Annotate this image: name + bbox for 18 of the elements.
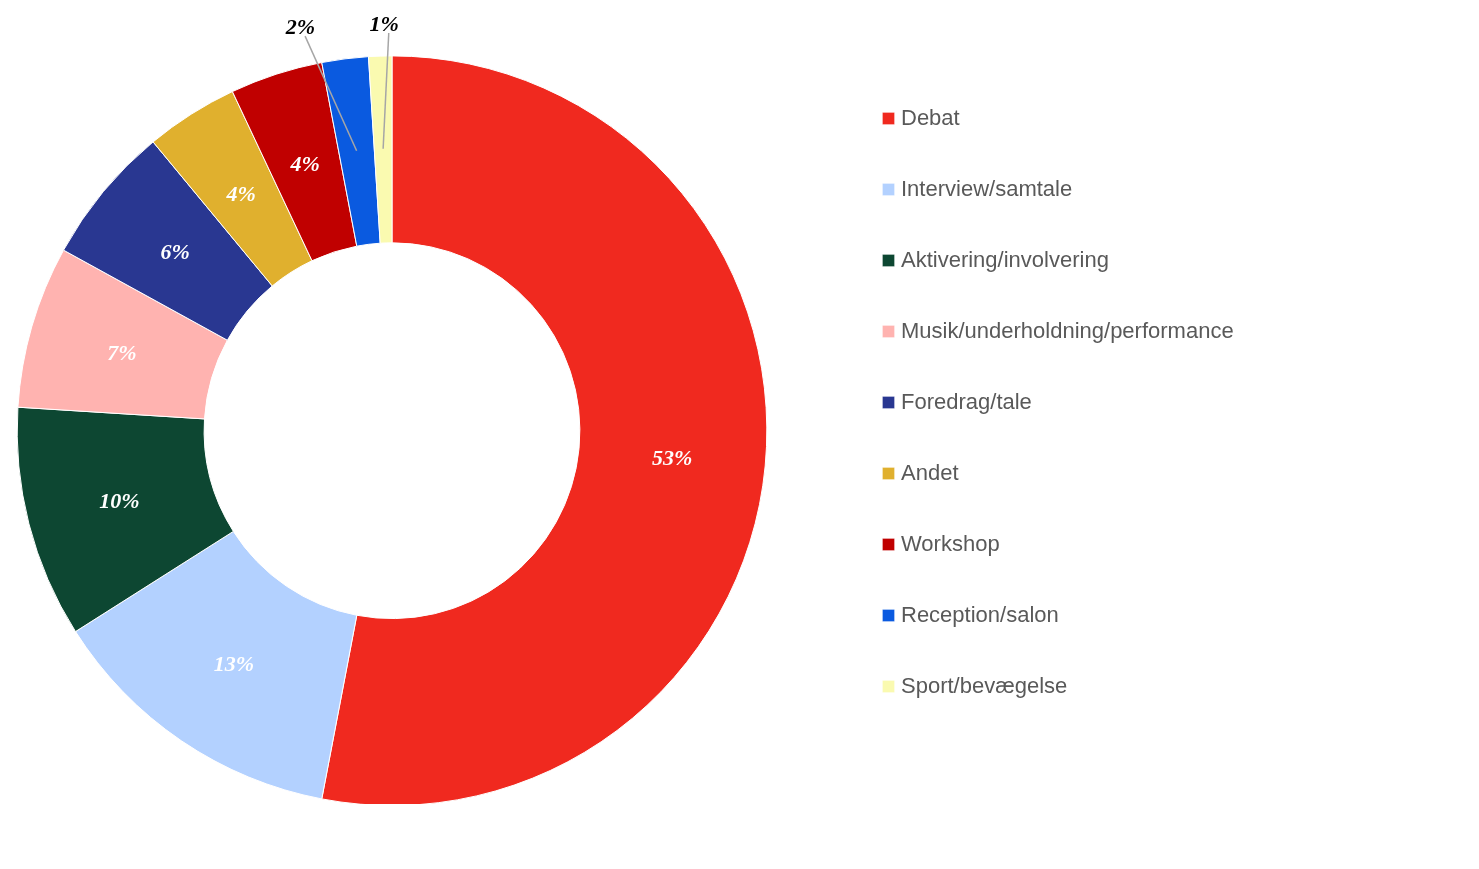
data-label: 6% [160,238,190,264]
legend-label: Reception/salon [901,602,1059,628]
legend-label: Foredrag/tale [901,389,1032,415]
data-label: 10% [99,488,140,514]
data-label: 13% [213,650,255,676]
legend-label: Aktivering/involvering [901,247,1109,273]
legend-label: Musik/underholdning/performance [901,318,1234,344]
data-label: 7% [107,339,137,365]
data-label: 53% [651,444,693,470]
legend-label: Debat [901,105,960,131]
legend-label: Workshop [901,531,1000,557]
data-label: 2% [284,14,316,40]
data-label: 4% [225,180,256,206]
legend-label: Interview/samtale [901,176,1073,202]
legend-label: Andet [901,460,959,486]
legend-label: Sport/bevægelse [901,673,1068,699]
data-label: 1% [369,11,399,37]
data-label: 4% [289,150,320,176]
